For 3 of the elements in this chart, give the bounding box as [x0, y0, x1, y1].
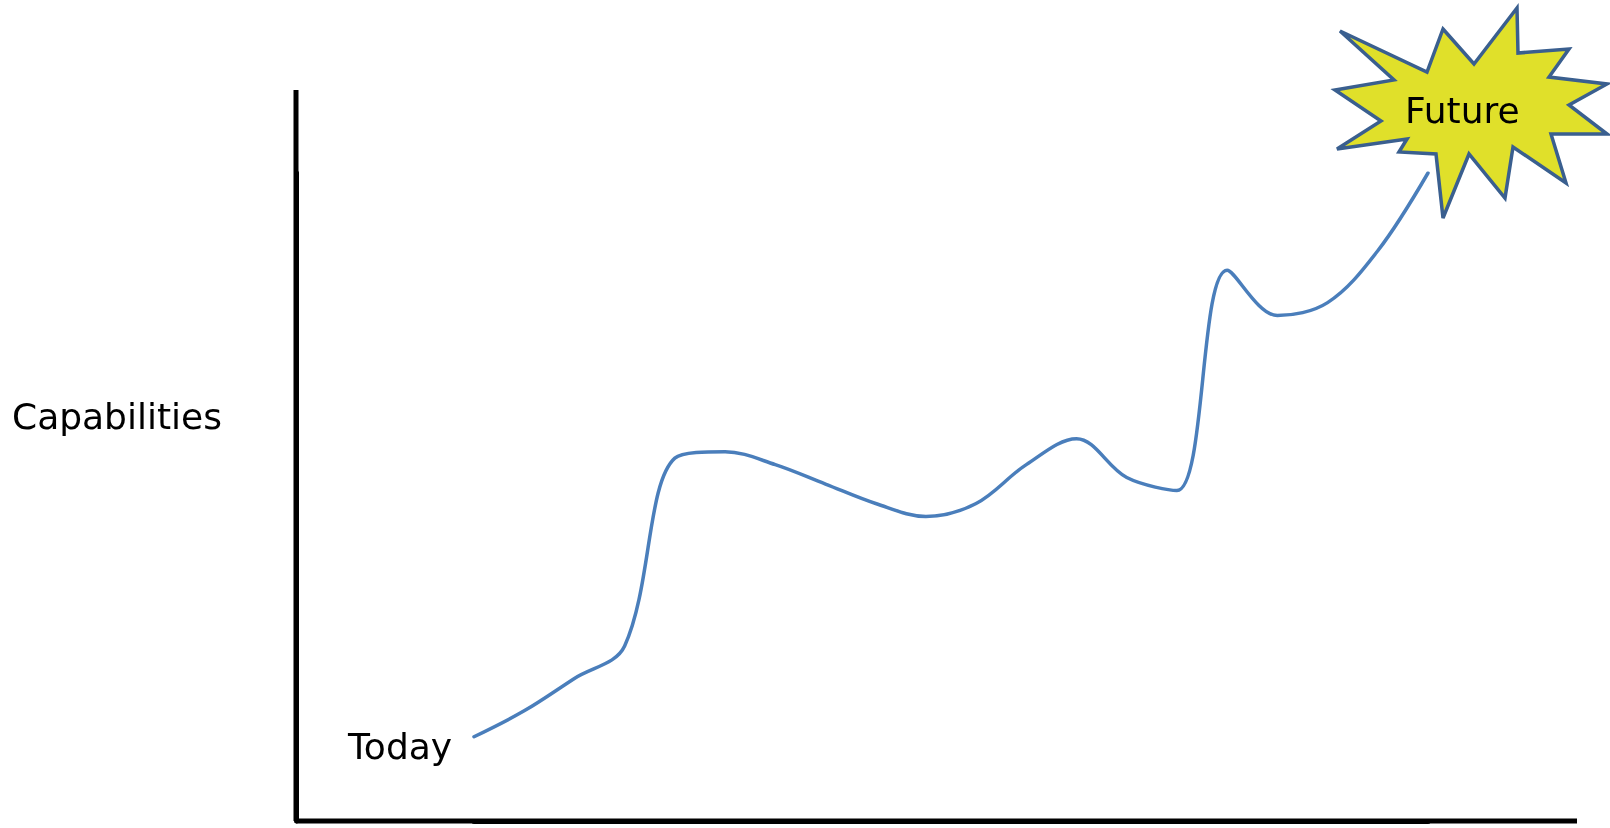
text: Today	[347, 725, 453, 767]
text: Future	[1405, 89, 1520, 131]
text: Capabilities	[12, 395, 222, 437]
